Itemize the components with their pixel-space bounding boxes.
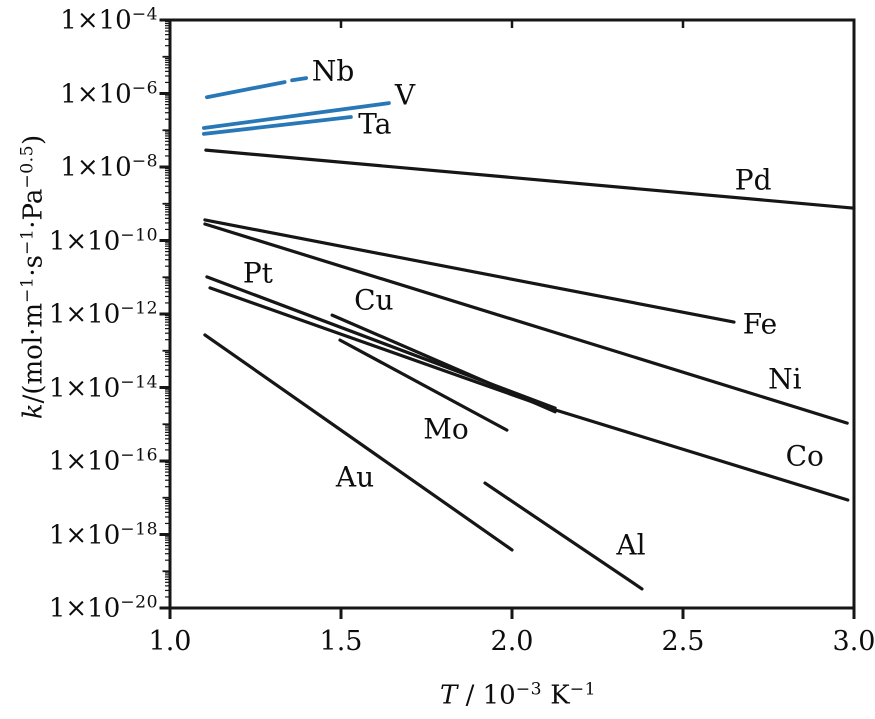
x-tick-label: 1.0 bbox=[148, 626, 192, 657]
series-label-nb: Nb bbox=[311, 54, 355, 88]
series-label-ta: Ta bbox=[358, 107, 392, 141]
x-tick-label: 2.0 bbox=[490, 626, 534, 657]
x-tick-label: 3.0 bbox=[832, 626, 875, 657]
series-label-co: Co bbox=[785, 439, 824, 473]
series-line-co bbox=[208, 286, 850, 502]
series-line-nb bbox=[204, 80, 287, 100]
y-tick-label: 1×10−4 bbox=[60, 4, 158, 36]
x-axis-ticks bbox=[168, 21, 856, 619]
x-tick-label: 2.5 bbox=[661, 626, 705, 657]
y-axis-title: k/(mol·m−1·s−1·Pa−0.5) bbox=[17, 134, 49, 420]
series-label-al: Al bbox=[616, 528, 646, 562]
series-line-cu bbox=[330, 313, 557, 414]
y-tick-label: 1×10−16 bbox=[48, 445, 158, 477]
x-axis-title: T / 10−3 K−1 bbox=[439, 679, 597, 711]
series-line-ta bbox=[201, 115, 353, 136]
series-line-au bbox=[203, 333, 514, 552]
series-line-al bbox=[483, 481, 644, 591]
series-label-cu: Cu bbox=[354, 283, 394, 317]
series-line-ni bbox=[203, 222, 849, 425]
series-label-v: V bbox=[394, 78, 416, 112]
series-line-nb bbox=[290, 76, 309, 83]
y-tick-label: 1×10−8 bbox=[60, 151, 158, 183]
series-lines bbox=[201, 76, 856, 591]
y-axis-ticks bbox=[159, 18, 169, 610]
x-tick-label: 1.5 bbox=[319, 626, 363, 657]
y-tick-label: 1×10−20 bbox=[48, 592, 158, 624]
series-line-fe bbox=[203, 218, 736, 324]
y-tick-label: 1×10−12 bbox=[48, 298, 158, 330]
series-line-mo bbox=[338, 338, 509, 432]
plot-frame bbox=[168, 18, 856, 610]
y-tick-label: 1×10−18 bbox=[48, 518, 158, 551]
series-label-ni: Ni bbox=[768, 362, 802, 396]
series-line-pd bbox=[204, 148, 856, 210]
y-tick-label: 1×10−10 bbox=[48, 224, 158, 257]
series-label-fe: Fe bbox=[742, 307, 778, 341]
y-tick-label: 1×10−14 bbox=[48, 371, 158, 404]
y-tick-label: 1×10−6 bbox=[60, 77, 158, 110]
series-label-mo: Mo bbox=[423, 412, 469, 446]
series-label-au: Au bbox=[335, 460, 375, 494]
series-label-pt: Pt bbox=[242, 256, 273, 290]
series-label-pd: Pd bbox=[734, 163, 772, 197]
series-line-v bbox=[201, 101, 391, 130]
